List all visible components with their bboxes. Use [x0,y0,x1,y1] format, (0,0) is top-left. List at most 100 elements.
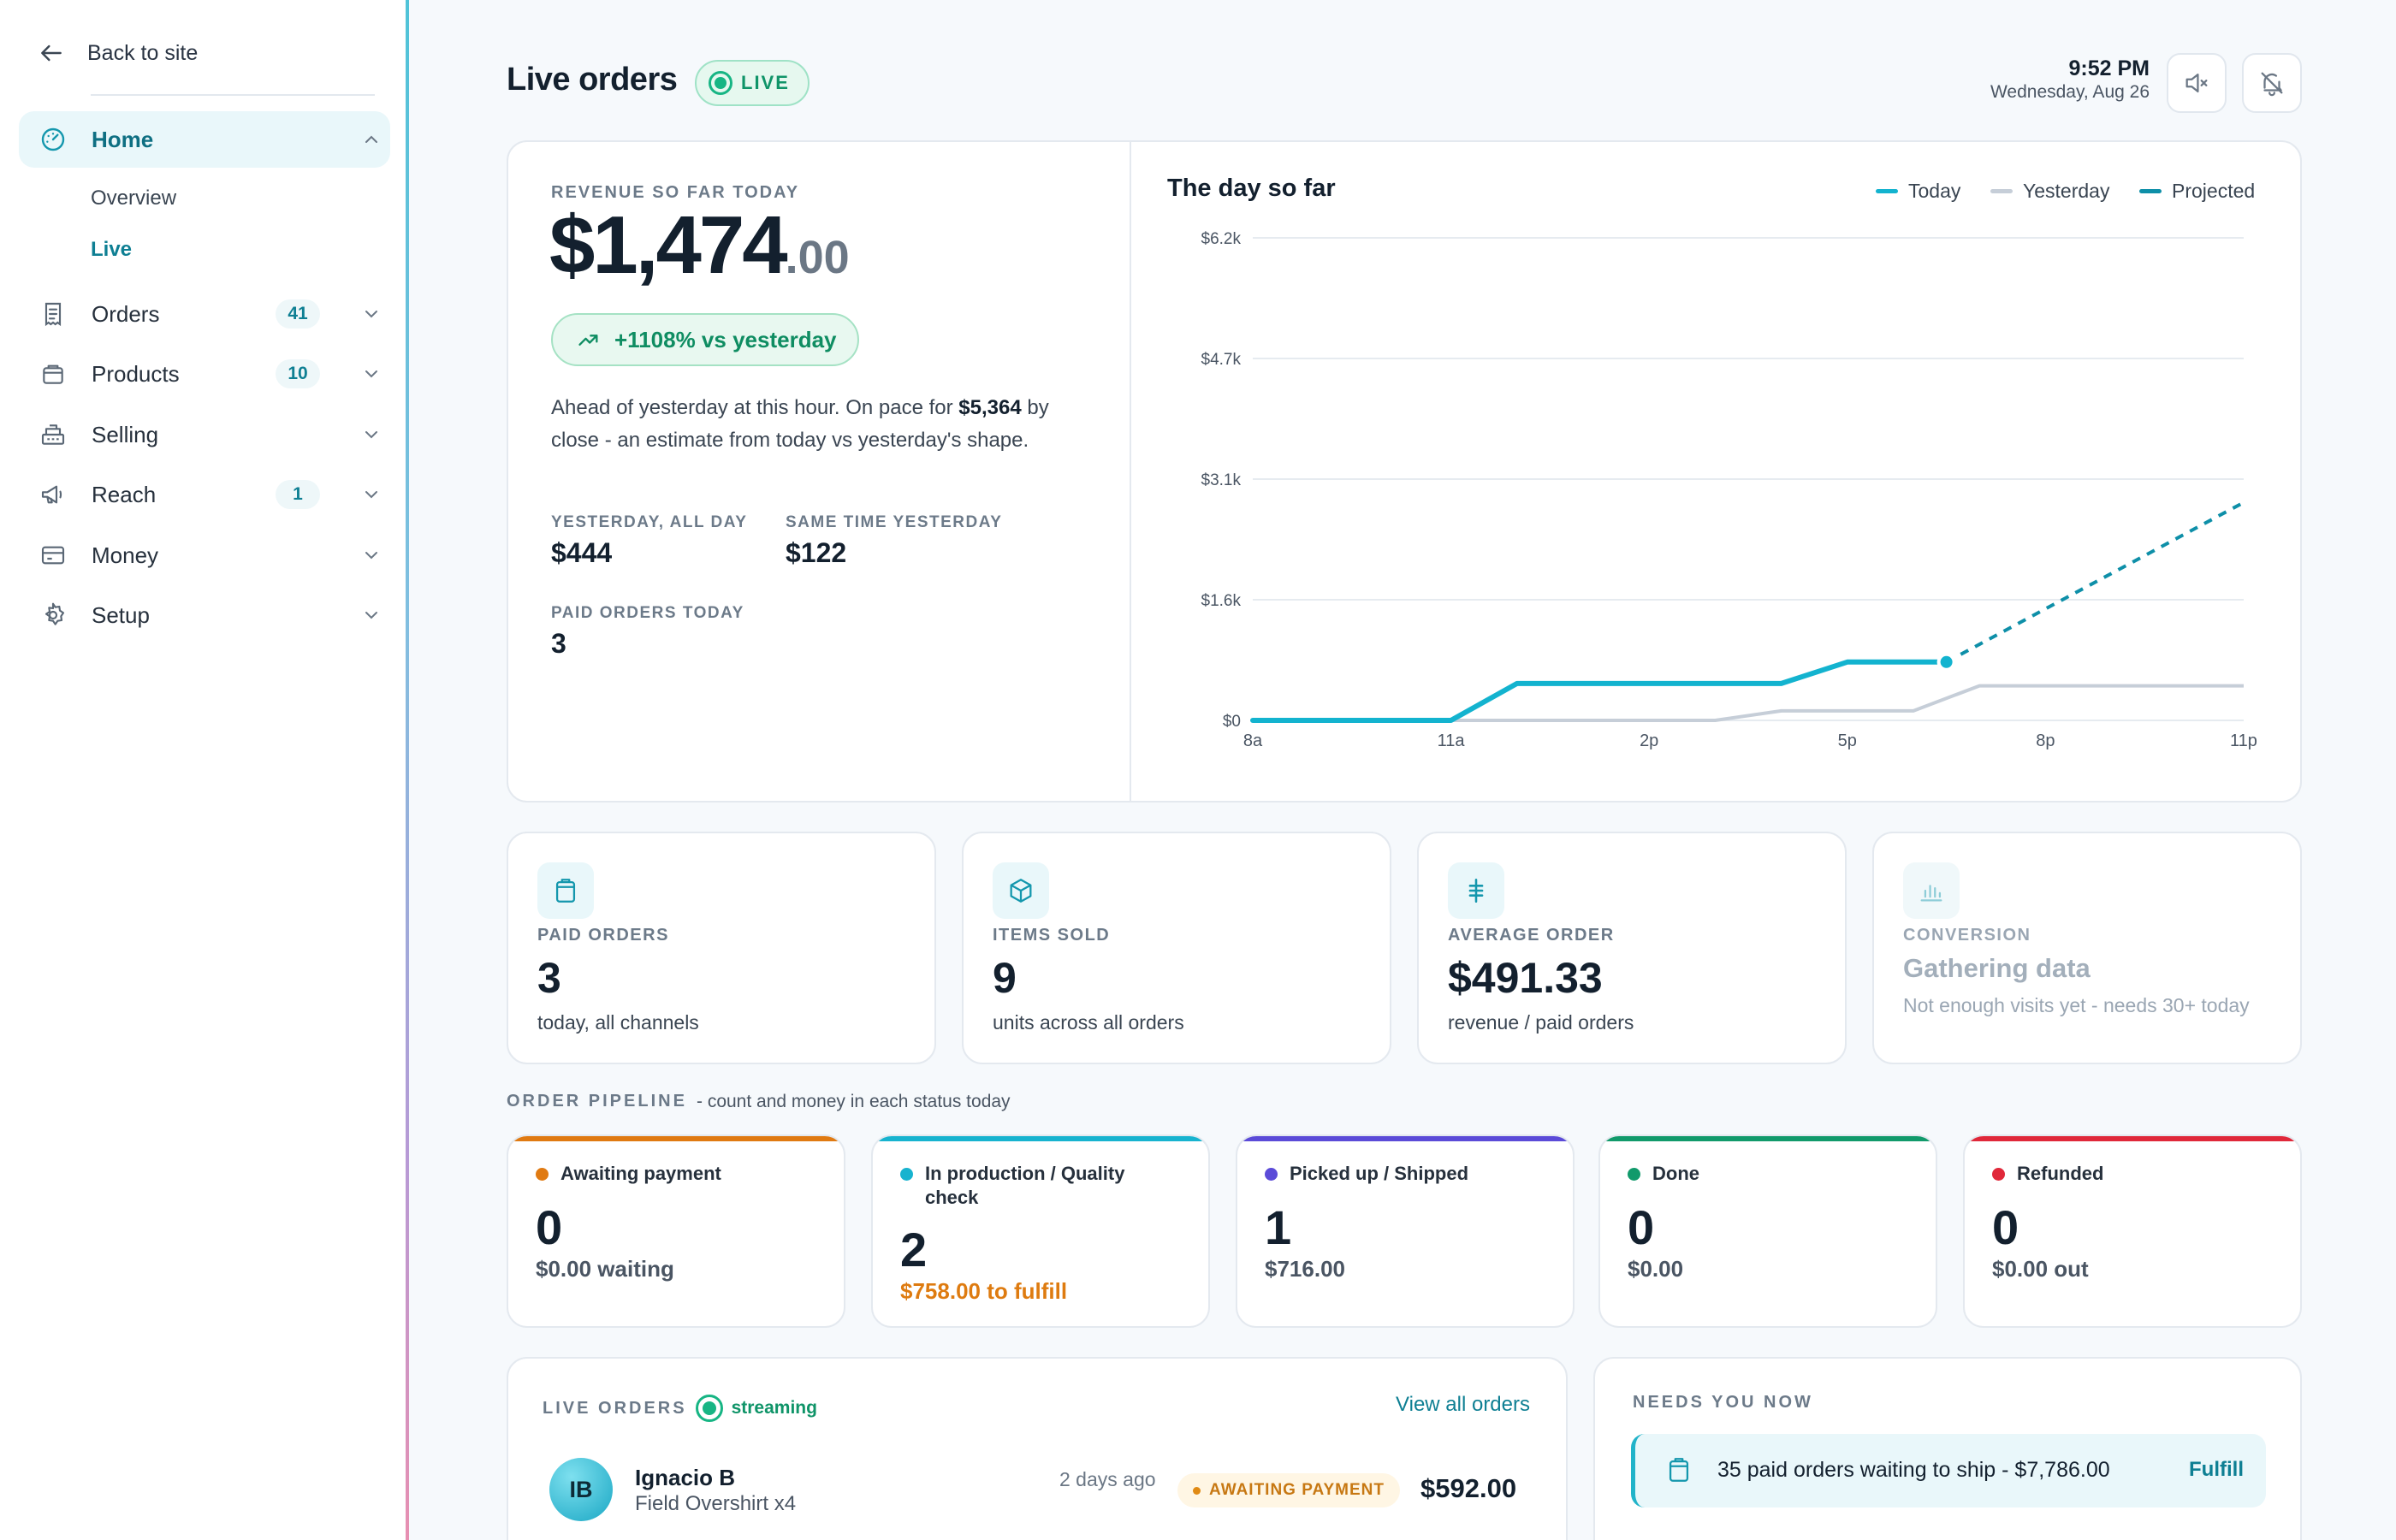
chevron-down-icon [365,431,377,439]
legend-label: Today [1908,180,1961,202]
bell-off-icon [2261,72,2283,97]
x-tick-label: 5p [1838,732,1857,750]
chevron-down-icon [365,552,377,560]
status-label: AWAITING PAYMENT [1209,1481,1385,1499]
sidebar-item-orders[interactable]: Orders 41 [19,286,390,342]
stage-dot-icon [1628,1168,1640,1181]
order-item: Field Overshirt x4 [635,1492,797,1515]
stat-value: 9 [993,954,1017,1002]
sidebar-item-label: Money [92,542,159,568]
revenue-dollars: $1,474 [549,199,788,291]
trend-up-icon [578,335,598,346]
sidebar-item-products[interactable]: Products 10 [19,346,390,402]
fulfill-link[interactable]: Fulfill [2189,1458,2244,1481]
needs-action-item[interactable]: 35 paid orders waiting to ship - $7,786.… [1631,1434,2266,1507]
reach-count-badge: 1 [276,480,320,509]
pipeline-stage-awaiting-payment[interactable]: Awaiting payment 0 $0.00 waiting [507,1134,845,1328]
sidebar-item-selling[interactable]: Selling [19,406,390,463]
pipeline-stage-done[interactable]: Done 0 $0.00 [1598,1134,1937,1328]
series-line-today [1250,659,1949,723]
credit-card-icon [41,546,65,565]
revenue-eyebrow: REVENUE SO FAR TODAY [551,183,800,202]
legend-label: Projected [2172,180,2256,202]
register-icon [41,424,65,445]
stage-color-bar [1600,1136,1936,1141]
bag-icon [537,862,594,919]
mute-sound-button[interactable] [2167,53,2227,113]
chevron-down-icon [365,370,377,378]
sidebar-item-home[interactable]: Home [19,111,390,168]
arrow-left-icon [41,44,62,62]
stat-subtext: Not enough visits yet - needs 30+ today [1903,994,2250,1016]
legend-item-today: Today [1876,180,1960,203]
speaker-muted-icon [2185,73,2208,93]
stage-dot-icon [1992,1168,2005,1181]
pipeline-stage-shipped[interactable]: Picked up / Shipped 1 $716.00 [1236,1134,1575,1328]
pace-value: $5,364 [958,396,1022,419]
yesterday-total-label: YESTERDAY, ALL DAY [551,513,748,531]
live-dot-icon [709,71,732,95]
view-all-orders-link[interactable]: View all orders [1396,1393,1530,1416]
stat-label: PAID ORDERS [537,926,669,945]
sidebar-item-money[interactable]: Money [19,527,390,583]
notifications-off-button[interactable] [2242,53,2302,113]
chevron-up-icon [365,135,377,143]
pipeline-stage-in-production[interactable]: In production / Quality check 2 $758.00 … [871,1134,1210,1328]
series-line-yesterday [1253,684,2244,722]
x-tick-label: 11p [2230,732,2257,750]
back-to-site-link[interactable]: Back to site [38,34,198,72]
growth-badge: +1108% vs yesterday [551,313,859,366]
sidebar-item-label: Reach [92,481,157,507]
stage-count: 0 [1628,1200,1655,1254]
day-so-far-chart: $0 $1.6k $3.1k $4.7k $6.2k 8a 11a 2p 5p 8p 11p [1201,230,2257,750]
sidebar-item-setup[interactable]: Setup [19,587,390,643]
stat-card-average-order: AVERAGE ORDER $491.33 revenue / paid ord… [1417,832,1847,1064]
stat-card-conversion: CONVERSION Gathering data Not enough vis… [1872,832,2302,1064]
live-orders-card [507,1357,1568,1540]
stage-count: 0 [536,1200,563,1254]
dollar-icon [1448,862,1504,919]
pipeline-stage-refunded[interactable]: Refunded 0 $0.00 out [1963,1134,2302,1328]
same-time-value: $122 [786,537,847,568]
stage-dot-icon [536,1168,549,1181]
x-tick-label: 8a [1243,732,1263,750]
stage-title: Awaiting payment [536,1162,792,1186]
revenue-amount: $1,474.00 [549,198,850,293]
sidebar-item-label: Setup [92,601,150,628]
status-badge: AWAITING PAYMENT [1177,1473,1400,1507]
orders-count-badge: 41 [276,299,320,329]
stage-money: $758.00 to fulfill [900,1278,1068,1304]
stage-dot-icon [900,1168,913,1181]
back-to-site-label: Back to site [87,40,199,65]
y-tick-label: $6.2k [1201,230,1242,248]
sidebar-item-reach[interactable]: Reach 1 [19,466,390,523]
sidebar-subitem-live[interactable]: Live [91,238,133,261]
gear-icon [44,602,65,625]
chart-title: The day so far [1167,175,1336,202]
needs-action-text: 35 paid orders waiting to ship - $7,786.… [1717,1458,2110,1482]
x-tick-label: 11a [1438,732,1466,750]
current-point [1940,655,1953,668]
stage-color-bar [508,1136,844,1141]
sidebar-accent-rule [406,0,409,1540]
stage-color-bar [873,1136,1208,1141]
stage-money: $0.00 [1628,1256,1684,1282]
sidebar-subitem-overview[interactable]: Overview [91,187,177,210]
stat-label: ITEMS SOLD [993,926,1111,945]
x-tick-label: 2p [1640,732,1658,750]
paid-orders-today-value: 3 [551,628,566,659]
stage-title: Done [1628,1162,1884,1186]
stat-value: 3 [537,954,561,1002]
legend-swatch-today [1876,189,1898,193]
sidebar: Back to site Home Overview Live Orders 4… [0,0,407,1540]
pace-prefix: Ahead of yesterday at this hour. On pace… [551,396,959,419]
cube-icon [993,862,1049,919]
pace-description: Ahead of yesterday at this hour. On pace… [551,392,1099,457]
stat-subtext: revenue / paid orders [1448,1011,1634,1034]
stage-money: $0.00 out [1992,1256,2089,1282]
paid-orders-today-label: PAID ORDERS TODAY [551,604,744,622]
needs-you-now-title: NEEDS YOU NOW [1633,1393,1813,1412]
page-title: Live orders [507,62,678,98]
live-status-badge: LIVE [695,60,810,106]
live-orders-header: LIVE ORDERS streaming [543,1395,817,1422]
